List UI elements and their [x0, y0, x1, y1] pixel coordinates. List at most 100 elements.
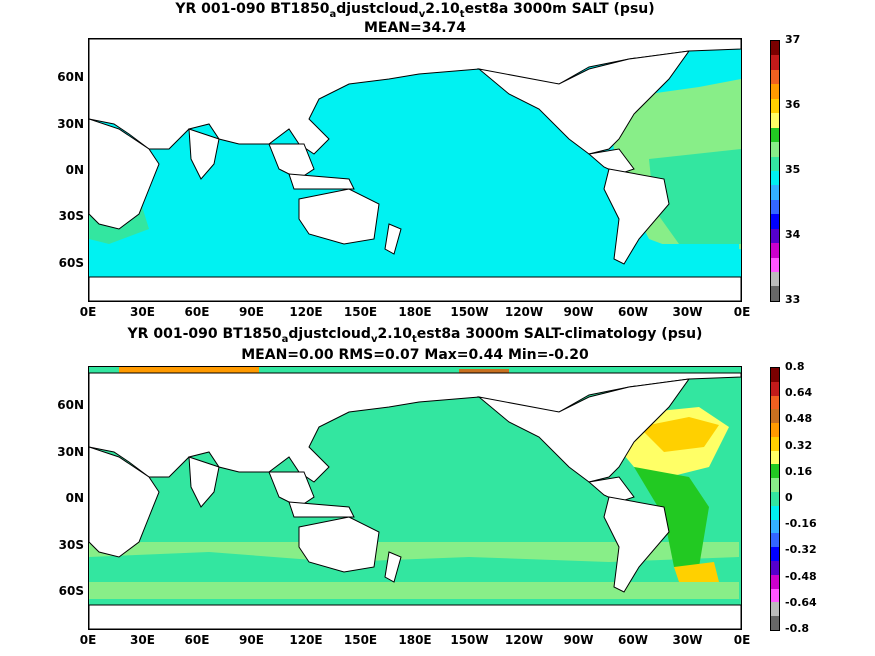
panel2-colorbar-label: 0.48: [785, 412, 813, 426]
panel1-lon-label: 90E: [239, 305, 264, 319]
panel2-lon-label: 180E: [398, 633, 432, 647]
panel2-lat-label: 60N: [57, 398, 84, 412]
panel1-lon-label: 0E: [733, 305, 751, 319]
panel2-lon-label: 0E: [79, 633, 97, 647]
panel2-lat-label: 0N: [65, 491, 84, 505]
panel2-lon-label: 90E: [239, 633, 264, 647]
panel2-colorbar-swatch: [771, 602, 779, 617]
panel2-lon-label: 60E: [184, 633, 210, 647]
panel2-colorbar-swatch: [771, 574, 779, 589]
panel1-colorbar: [770, 40, 780, 302]
panel2-colorbar-swatch: [771, 533, 779, 548]
panel2-lat-label: 30S: [58, 538, 84, 552]
panel2-colorbar-label: 0: [785, 491, 793, 504]
panel2-colorbar-swatch: [771, 395, 779, 410]
panel2-stats: MEAN=0.00 RMS=0.07 Max=0.44 Min=-0.20: [241, 347, 589, 363]
panel1-colorbar-swatch: [771, 41, 779, 56]
panel1-colorbar-label: 35: [785, 163, 801, 176]
panel2-map: [88, 366, 742, 630]
panel1-colorbar-label: 37: [785, 33, 801, 46]
panel1-map-svg: [89, 39, 741, 301]
panel1-colorbar-swatch: [771, 142, 779, 157]
panel2-colorbar-swatch: [771, 519, 779, 534]
panel1-lat-label: 60N: [57, 70, 84, 84]
panel1-colorbar-swatch: [771, 286, 779, 301]
panel1-colorbar-swatch: [771, 185, 779, 200]
panel2-colorbar-label: 0.8: [785, 360, 805, 373]
panel2-colorbar-swatch: [771, 464, 779, 479]
panel1-lon-label: 120W: [504, 305, 544, 319]
panel1-colorbar-swatch: [771, 243, 779, 258]
panel2-title: YR 001-090 BT1850adjustcloudv2.10test8a …: [127, 326, 703, 345]
panel1-colorbar-swatch: [771, 113, 779, 128]
panel1-lon-label: 150W: [450, 305, 489, 319]
panel1-colorbar-swatch: [771, 98, 779, 114]
panel2-lon-label: 150E: [343, 633, 378, 647]
panel2-colorbar-swatch: [771, 478, 779, 493]
panel2-colorbar-swatch: [771, 368, 779, 382]
panel2-land: [89, 372, 741, 629]
panel2-colorbar-swatch: [771, 588, 779, 603]
panel2-colorbar-swatch: [771, 436, 779, 451]
panel2-colorbar-swatch: [771, 409, 779, 424]
panel1-lat-label: 30N: [57, 117, 84, 131]
panel2-lon-label: 0E: [733, 633, 751, 647]
panel2-lon-label: 60W: [618, 633, 648, 647]
panel1-lon-label: 180E: [398, 305, 432, 319]
panel1-colorbar-swatch: [771, 214, 779, 229]
panel2-colorbar-swatch: [771, 450, 779, 465]
panel2-colorbar-swatch: [771, 547, 779, 561]
panel2-lon-label: 30E: [130, 633, 155, 647]
panel1-lat-label: 30S: [58, 209, 84, 223]
panel1-lon-label: 90W: [563, 305, 594, 319]
panel1-colorbar-swatch: [771, 156, 779, 171]
panel2-colorbar-label: -0.32: [785, 543, 817, 557]
panel2-colorbar-label: 0.32: [785, 438, 813, 452]
panel1-stats: MEAN=34.74: [363, 20, 467, 36]
panel1-lon-label: 0E: [79, 305, 97, 319]
panel1-colorbar-swatch: [771, 69, 779, 85]
panel2-lat-label: 60S: [58, 584, 84, 598]
panel2-lon-label: 30W: [672, 633, 703, 647]
panel1-lon-label: 150E: [343, 305, 378, 319]
panel2-lon-label: 120W: [504, 633, 544, 647]
panel2-lat-label: 30N: [57, 445, 84, 459]
panel2-colorbar: [770, 367, 780, 631]
panel2-colorbar-swatch: [771, 616, 779, 630]
panel2-colorbar-swatch: [771, 505, 779, 520]
panel1-land: [89, 39, 741, 301]
panel1-colorbar-label: 36: [785, 98, 801, 111]
panel1-colorbar-label: 33: [785, 293, 801, 306]
panel1-colorbar-swatch: [771, 199, 779, 215]
panel1-lon-label: 30E: [130, 305, 155, 319]
panel1-colorbar-label: 34: [785, 228, 801, 241]
panel1-colorbar-swatch: [771, 127, 779, 143]
panel2-colorbar-label: -0.64: [785, 595, 817, 609]
panel1-title: YR 001-090 BT1850adjustcloudv2.10test8a …: [175, 1, 655, 20]
panel1-colorbar-swatch: [771, 84, 779, 99]
panel2-colorbar-swatch: [771, 423, 779, 437]
panel1-lon-label: 120E: [289, 305, 323, 319]
panel2-lon-label: 120E: [289, 633, 323, 647]
panel1-colorbar-swatch: [771, 170, 779, 186]
panel2-lon-label: 150W: [450, 633, 489, 647]
panel2-colorbar-label: 0.16: [785, 464, 813, 478]
panel2-lon-label: 90W: [563, 633, 594, 647]
panel1-colorbar-swatch: [771, 228, 779, 244]
panel1-map: [88, 38, 742, 302]
panel1-lon-label: 60W: [618, 305, 648, 319]
panel2-colorbar-label: -0.16: [785, 517, 817, 531]
panel1-lat-label: 0N: [65, 163, 84, 177]
panel2-colorbar-swatch: [771, 560, 779, 575]
panel1-lat-label: 60S: [58, 256, 84, 270]
panel2-colorbar-swatch: [771, 492, 779, 506]
panel1-colorbar-swatch: [771, 272, 779, 287]
panel1-lon-label: 60E: [184, 305, 210, 319]
panel2-colorbar-swatch: [771, 381, 779, 396]
panel2-colorbar-label: -0.8: [785, 622, 810, 635]
panel2-colorbar-label: -0.48: [785, 569, 817, 583]
panel1-colorbar-swatch: [771, 55, 779, 70]
panel2-map-svg: [89, 367, 741, 629]
panel2-colorbar-label: 0.64: [785, 386, 813, 400]
panel1-colorbar-swatch: [771, 257, 779, 272]
